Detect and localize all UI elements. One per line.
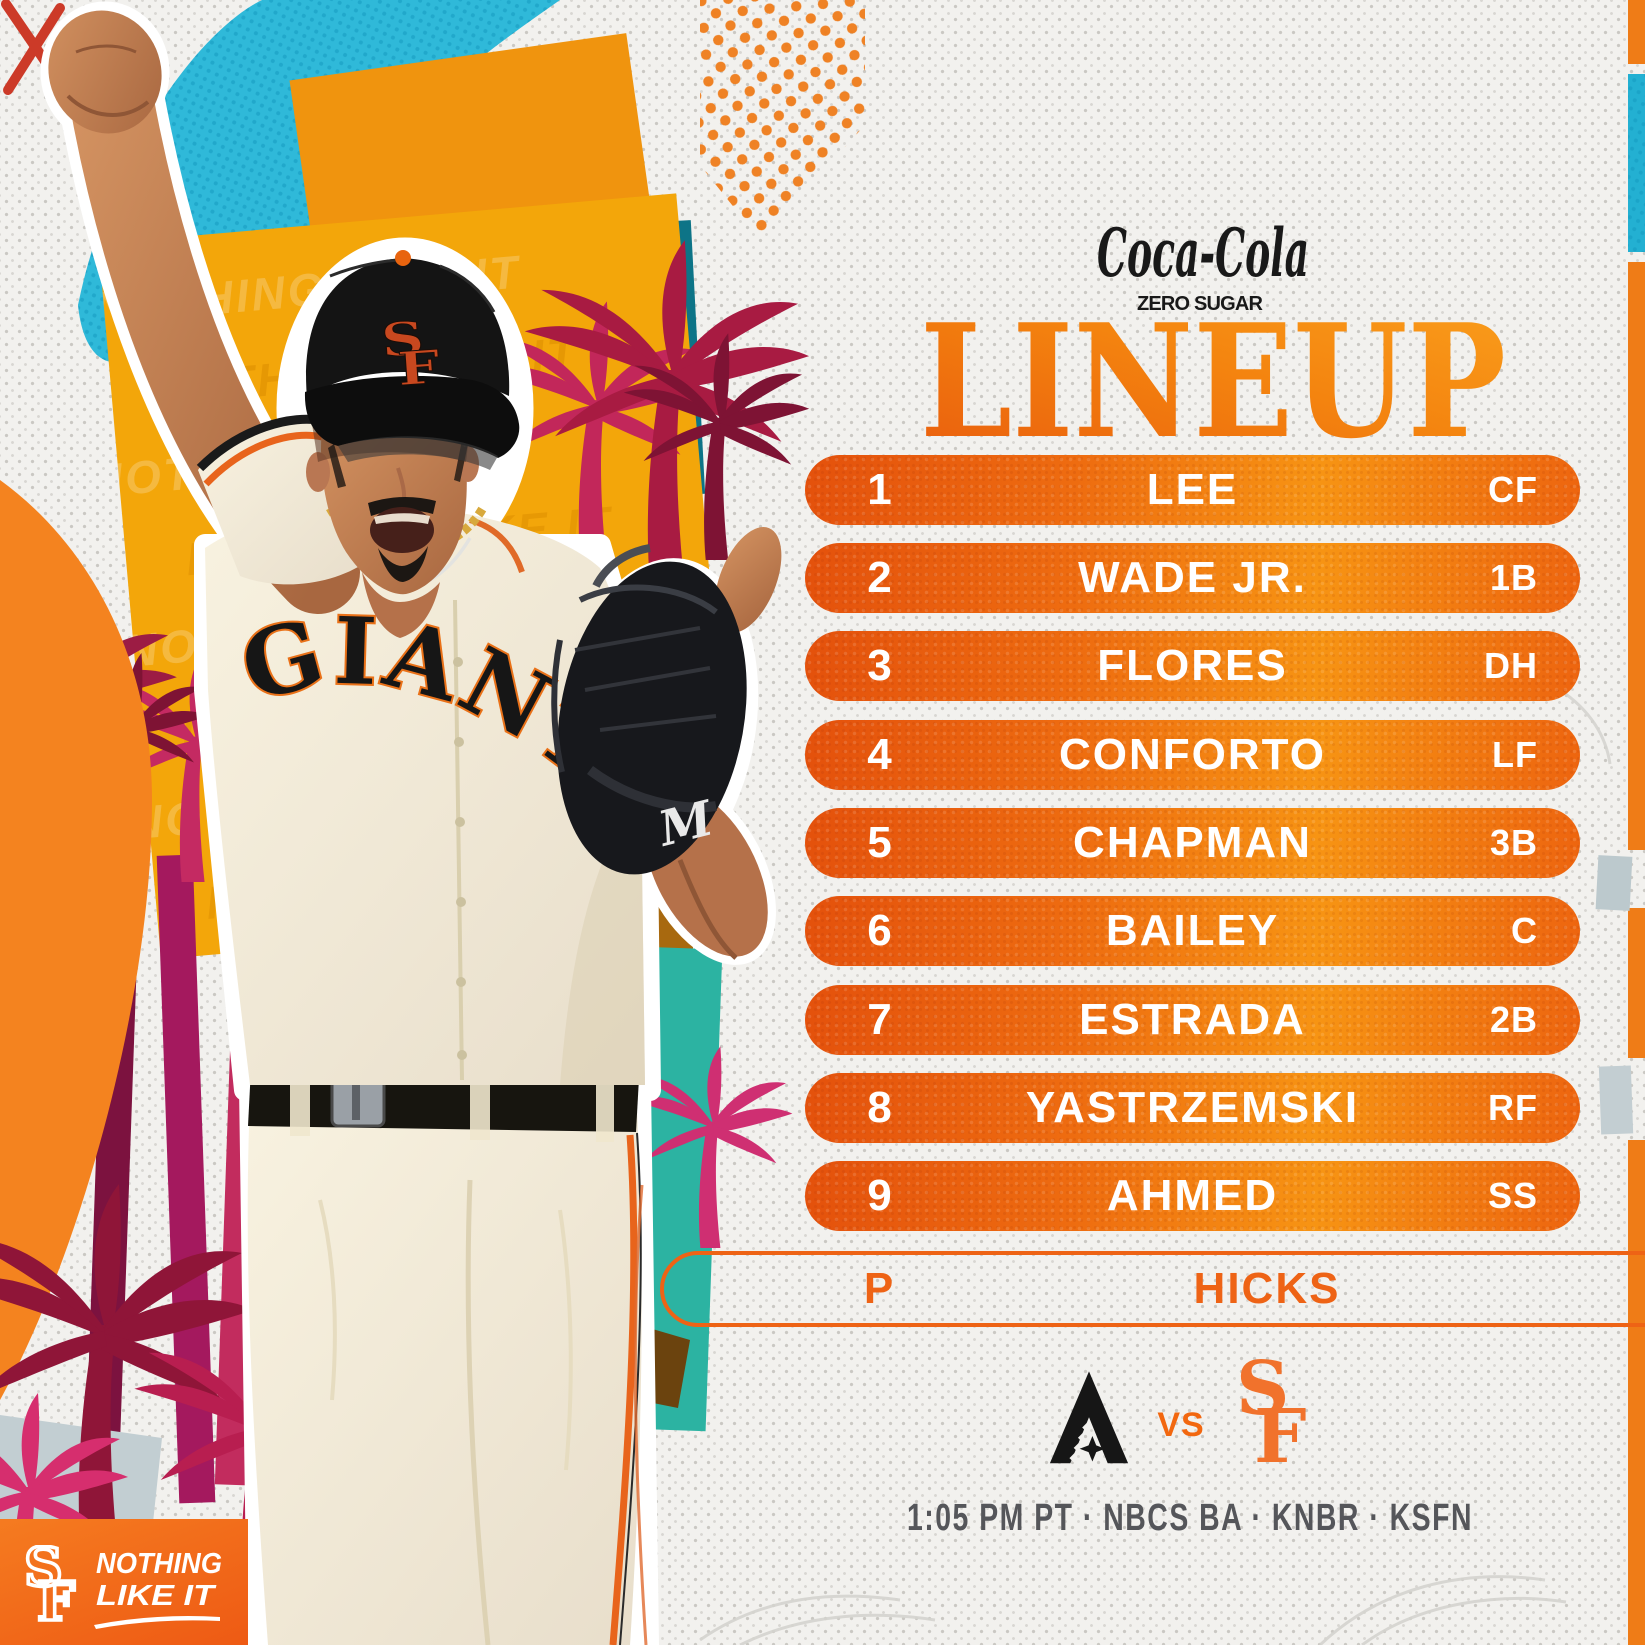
batting-order: 5 [867,818,893,867]
sf-giants-interlock-logo [1236,1358,1307,1480]
field-position: RHP [1580,1268,1645,1310]
lineup-row-pitcher: P HICKS RHP [660,1251,1645,1327]
batting-order: 7 [867,995,893,1044]
field-position: DH [1484,645,1538,686]
batting-order: 4 [867,730,893,779]
player-name: ESTRADA [1079,995,1306,1044]
batting-order: 8 [867,1083,893,1132]
field-position: LF [1492,734,1538,775]
lineup-row-6: 6 BAILEY C [805,896,1580,966]
player-name: LEE [1146,465,1239,514]
title-text: LINEUP [920,302,1506,454]
field-position: 3B [1489,822,1538,863]
orange-halftone-patch [700,0,865,240]
lineup-row-8: 8 YASTRZEMSKI RF [805,1073,1580,1143]
tagline-underline-swoosh [94,1616,220,1629]
field-position: 2B [1489,999,1538,1040]
batting-order: 6 [867,906,893,955]
player-name: HICKS [1193,1264,1341,1313]
player-name: YASTRZEMSKI [1025,1083,1360,1132]
batting-order: 2 [867,553,893,602]
vs-label: VS [1157,1406,1205,1444]
field-position: 1B [1489,557,1538,598]
player-name: FLORES [1097,641,1288,690]
player-glove: M [551,527,782,960]
lineup-row-7: 7 ESTRADA 2B [805,985,1580,1055]
player-name: BAILEY [1105,906,1280,955]
lineup-row-4: 4 CONFORTO LF [805,720,1580,790]
lineup-row-5: 5 CHAPMAN 3B [805,808,1580,878]
tagline-line2: LIKE IT [96,1580,217,1612]
batting-order: P [863,1264,895,1313]
player-name: WADE JR. [1078,553,1307,602]
batting-order: 3 [867,641,893,690]
lineup-row-1: 1 LEE CF [805,455,1580,525]
batting-order: 9 [867,1171,893,1220]
field-position: SS [1487,1175,1538,1216]
lineup-row-3: 3 FLORES DH [805,631,1580,701]
fabric-pinstripe [633,1184,648,1645]
page-title: LINEUP [920,302,1506,454]
diamondbacks-a-logo [1049,1371,1129,1465]
sketch-leaves [699,688,1612,1645]
sponsor-brand: Coca-Cola [1097,214,1309,292]
orange-band [0,480,152,1400]
player-cap [304,250,520,470]
orange-panel [289,33,651,254]
field-position: C [1511,910,1538,951]
sponsor-logo: Coca-Cola ZERO SUGAR [1097,214,1309,315]
batting-order: 1 [867,465,893,514]
footer-tagline-box: NOTHING LIKE IT [0,1519,248,1645]
tagline-line1: NOTHING [96,1548,222,1580]
sf-giants-interlock-logo [24,1545,77,1633]
lineup-row-2: 2 WADE JR. 1B [805,543,1580,613]
sponsor-variant: ZERO SUGAR [1137,293,1269,315]
player-name: CONFORTO [1059,730,1326,779]
field-position: CF [1488,469,1538,510]
lineup-row-9: 9 AHMED SS [805,1161,1580,1231]
player-name: CHAPMAN [1073,818,1312,867]
right-edge-strip [1595,0,1645,1645]
player-name: AHMED [1106,1171,1279,1220]
tagline: NOTHING LIKE IT [94,1548,222,1629]
broadcast-text: 1:05 PM PT · NBCS BA · KNBR · KSFN [907,1497,1473,1539]
field-position: RF [1488,1087,1538,1128]
broadcast-info: 1:05 PM PT · NBCS BA · KNBR · KSFN [907,1497,1473,1539]
player-pants [247,1100,642,1645]
